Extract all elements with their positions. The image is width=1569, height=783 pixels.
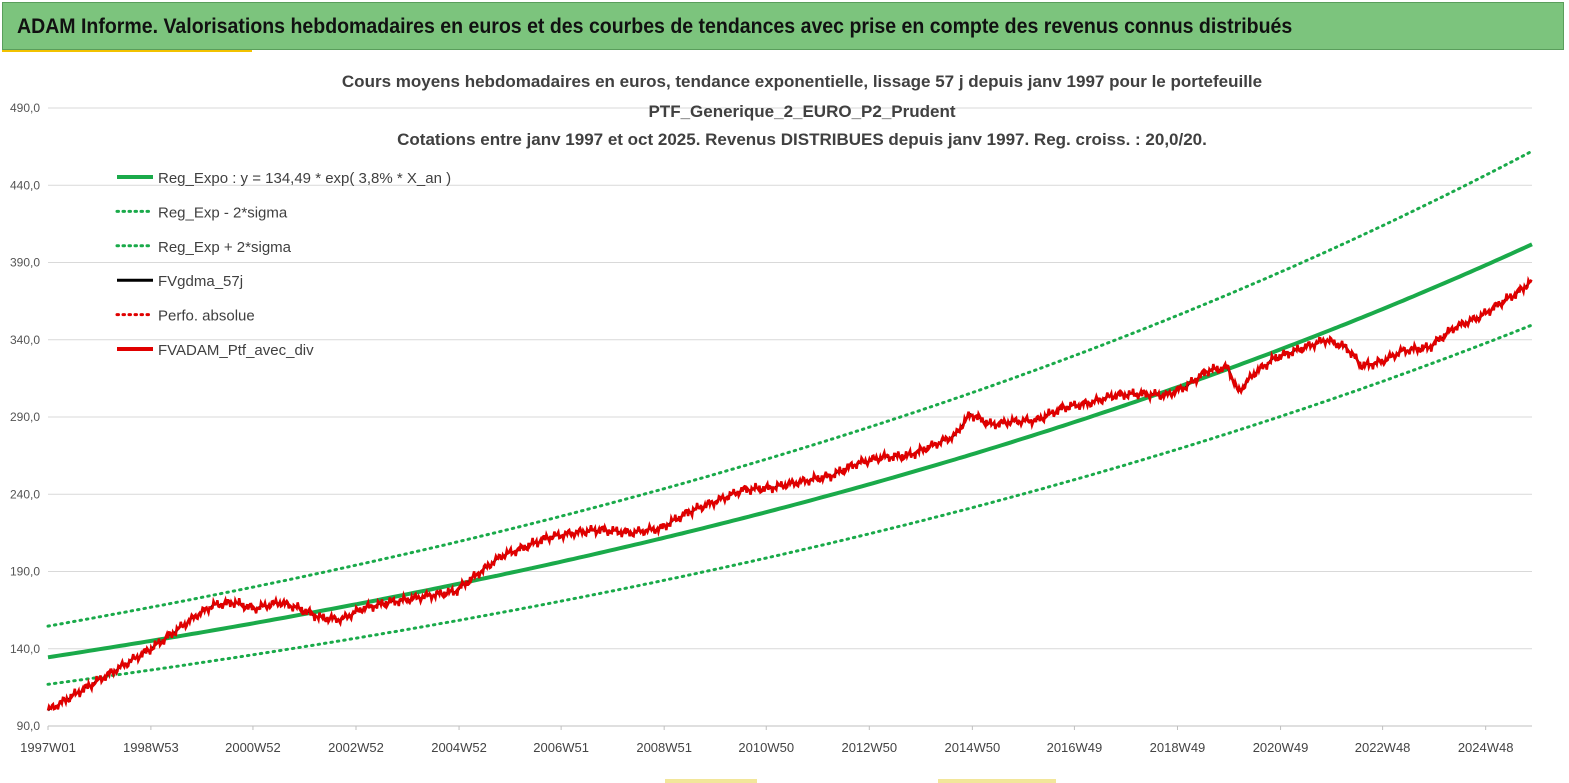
x-tick-label: 1998W53 [123, 740, 179, 755]
y-tick-label: 290,0 [10, 410, 40, 424]
chart-title-line: Cotations entre janv 1997 et oct 2025. R… [397, 130, 1207, 149]
legend-label: FVADAM_Ptf_avec_div [158, 342, 314, 359]
axes: 90,0 140,0 190,0 240,0 290,0 340,0 390,0 440,0 4… [10, 101, 1532, 755]
legend-label: FVgdma_57j [158, 273, 243, 290]
x-tick-label: 2000W52 [225, 740, 281, 755]
legend-label: Reg_Expo : y = 134,49 * exp( 3,8% * X_an… [158, 170, 451, 187]
x-tick-label: 2020W49 [1253, 740, 1309, 755]
legend-label: Reg_Exp - 2*sigma [158, 204, 288, 221]
reg-expo-line [47, 242, 1533, 660]
y-tick-label: 390,0 [10, 256, 40, 270]
x-tick-label: 2002W52 [328, 740, 384, 755]
x-tick-label: 2018W49 [1150, 740, 1206, 755]
bottom-accent [665, 779, 757, 783]
reg-exp-plus-2sigma-line [46, 149, 1534, 628]
chart-title-line: PTF_Generique_2_EURO_P2_Prudent [648, 102, 955, 121]
x-tick-label: 2022W48 [1355, 740, 1411, 755]
chart-title: Cours moyens hebdomadaires en euros, ten… [342, 72, 1262, 149]
chart-title-line: Cours moyens hebdomadaires en euros, ten… [342, 72, 1262, 91]
legend: Reg_Expo : y = 134,49 * exp( 3,8% * X_an… [115, 170, 451, 359]
y-tick-label: 440,0 [10, 178, 40, 192]
x-tick-label: 2010W50 [738, 740, 794, 755]
bottom-accent [938, 779, 1056, 783]
y-tick-label: 340,0 [10, 333, 40, 347]
x-tick-label: 2024W48 [1458, 740, 1514, 755]
banner-title: ADAM Informe. Valorisations hebdomadaire… [17, 15, 1293, 38]
x-tick-label: 1997W01 [20, 740, 76, 755]
x-tick-label: 2014W50 [945, 740, 1001, 755]
x-tick-label: 2006W51 [533, 740, 589, 755]
y-tick-label: 190,0 [10, 565, 40, 579]
line-chart: Cours moyens hebdomadaires en euros, ten… [0, 52, 1569, 778]
x-tick-label: 2004W52 [431, 740, 487, 755]
x-tick-label: 2016W49 [1047, 740, 1103, 755]
reg-exp-minus-2sigma-line [46, 323, 1534, 686]
fvadam-ptf-avec-div-line [46, 275, 1533, 711]
header-banner: ADAM Informe. Valorisations hebdomadaire… [2, 2, 1564, 50]
legend-label: Perfo. absolue [158, 308, 255, 325]
y-tick-label: 240,0 [10, 487, 40, 501]
legend-label: Reg_Exp + 2*sigma [158, 239, 292, 256]
y-tick-label: 90,0 [17, 719, 41, 733]
y-tick-label: 490,0 [10, 101, 40, 115]
x-tick-label: 2008W51 [636, 740, 692, 755]
y-tick-label: 140,0 [10, 642, 40, 656]
grid-lines [48, 107, 1532, 650]
x-tick-label: 2012W50 [841, 740, 897, 755]
series-layer [46, 149, 1534, 712]
